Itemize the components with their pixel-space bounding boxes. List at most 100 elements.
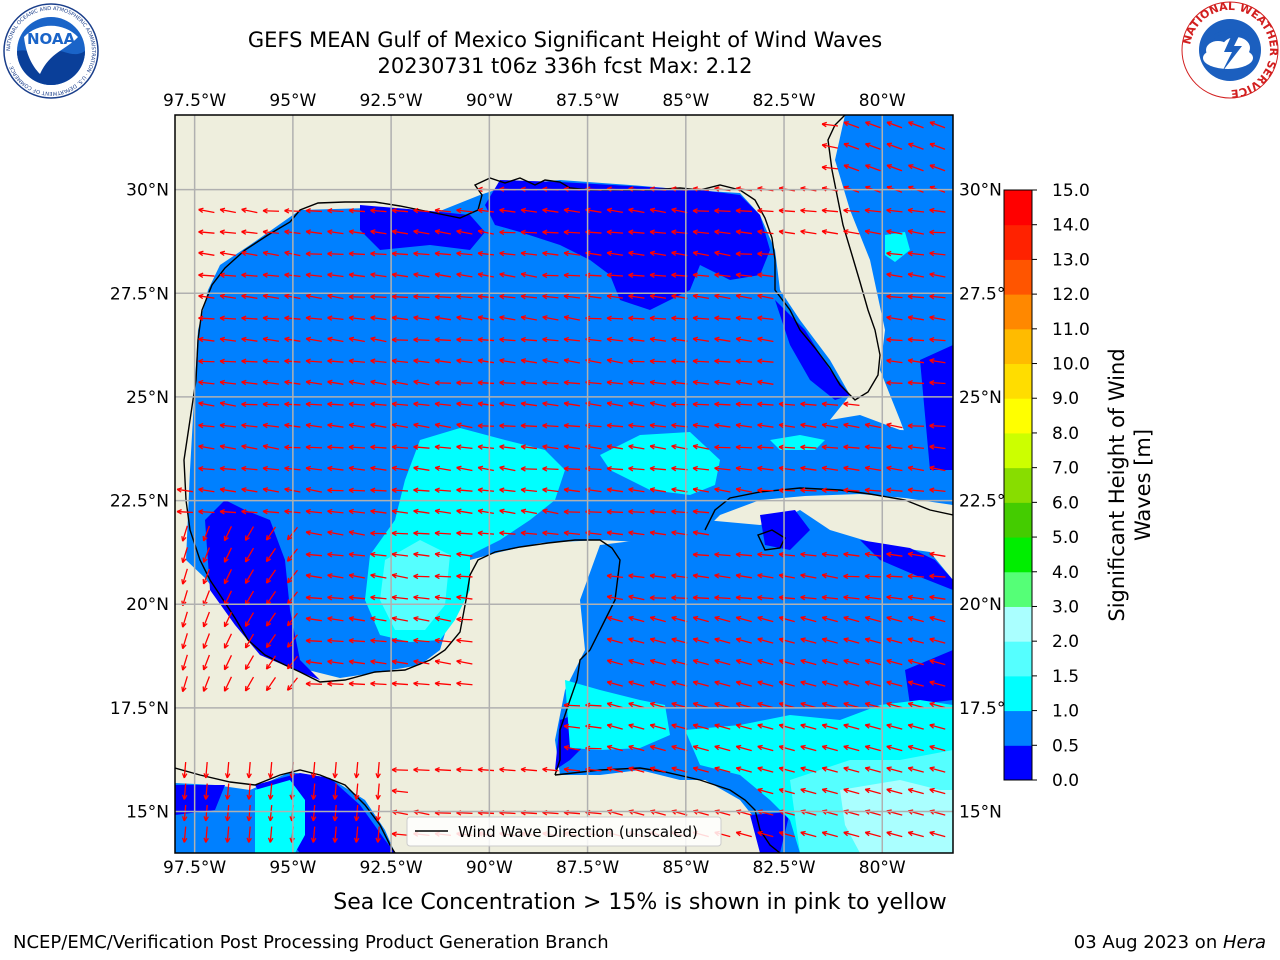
wave-direction-arrow [202, 633, 211, 649]
wave-direction-arrow [391, 229, 408, 235]
wave-direction-arrow [391, 272, 409, 278]
wave-direction-arrow [181, 611, 188, 628]
wave-direction-arrow [929, 465, 946, 472]
wave-direction-arrow [219, 379, 237, 386]
wave-direction-arrow [692, 379, 710, 386]
wave-direction-arrow [542, 466, 559, 472]
wave-direction-arrow [305, 208, 323, 214]
wave-direction-arrow [198, 401, 215, 407]
wave-direction-arrow [929, 164, 946, 172]
wave-direction-arrow [413, 337, 430, 343]
wave-direction-arrow [907, 637, 924, 644]
wave-direction-arrow [391, 616, 408, 622]
wave-direction-arrow [348, 637, 366, 644]
wave-direction-arrow [907, 615, 924, 623]
wave-direction-arrow [434, 767, 452, 773]
wave-direction-arrow [886, 229, 903, 235]
wave-direction-arrow [671, 508, 688, 515]
wave-direction-arrow [370, 422, 387, 429]
wave-direction-arrow [606, 315, 624, 322]
wave-direction-arrow [348, 444, 366, 451]
wave-direction-arrow [520, 530, 538, 536]
wave-direction-arrow [692, 293, 709, 300]
wave-direction-arrow [929, 615, 946, 623]
wave-direction-arrow [370, 573, 387, 579]
wave-direction-arrow [714, 615, 731, 623]
wave-direction-arrow [202, 654, 211, 671]
wave-direction-arrow [821, 401, 839, 407]
colorbar-segment [1004, 571, 1032, 607]
wave-direction-arrow [843, 680, 860, 687]
wave-direction-arrow [262, 358, 280, 365]
wave-direction-arrow [757, 551, 774, 558]
wave-direction-arrow [241, 465, 258, 472]
wave-direction-arrow [434, 530, 452, 537]
wave-direction-arrow [757, 787, 774, 795]
wave-direction-arrow [219, 272, 237, 278]
wave-direction-arrow [370, 594, 387, 601]
wave-direction-arrow [348, 508, 366, 515]
wave-direction-arrow [757, 637, 774, 644]
wave-direction-arrow [778, 229, 796, 235]
wave-direction-arrow [198, 487, 215, 493]
wave-direction-arrow [757, 594, 774, 601]
wave-direction-arrow [800, 551, 817, 558]
wave-direction-arrow [692, 615, 709, 623]
wave-direction-arrow [434, 337, 452, 343]
wave-direction-arrow [929, 487, 946, 493]
wave-direction-arrow [606, 401, 623, 407]
y-tick-label: 22.5°N [959, 492, 1018, 512]
wave-direction-arrow [735, 465, 753, 472]
wave-direction-arrow [606, 207, 623, 214]
wave-direction-arrow [907, 701, 924, 709]
wave-direction-arrow [181, 633, 188, 650]
wave-direction-arrow [456, 315, 473, 321]
wave-direction-arrow [413, 401, 430, 407]
wave-direction-arrow [370, 659, 387, 665]
wave-direction-arrow [692, 401, 710, 408]
wave-direction-arrow [348, 207, 366, 214]
wave-direction-arrow [563, 466, 581, 472]
wave-direction-arrow [434, 229, 451, 235]
wave-direction-arrow [886, 315, 903, 321]
wave-direction-arrow [907, 787, 924, 795]
wave-direction-arrow [563, 315, 580, 321]
wave-direction-arrow [456, 530, 473, 536]
wave-direction-arrow [649, 315, 667, 322]
wave-direction-arrow [542, 530, 559, 536]
wave-direction-arrow [757, 465, 774, 472]
wave-direction-arrow [628, 637, 645, 644]
wave-direction-arrow [267, 804, 274, 822]
wave-direction-arrow [606, 723, 623, 730]
wave-direction-arrow [886, 637, 903, 644]
colorbar-segment [1004, 398, 1032, 434]
wave-direction-arrow [929, 766, 946, 773]
wave-direction-arrow [477, 530, 495, 536]
wave-direction-arrow [267, 826, 274, 843]
wave-direction-arrow [327, 251, 344, 257]
wave-direction-arrow [671, 336, 688, 343]
wave-direction-arrow [520, 250, 538, 257]
wave-direction-arrow [886, 573, 903, 580]
wave-direction-arrow [886, 701, 903, 709]
wave-direction-arrow [224, 826, 231, 843]
wave-direction-arrow [800, 401, 817, 407]
wave-direction-arrow [370, 530, 387, 537]
wave-direction-arrow [310, 761, 317, 779]
wave-direction-arrow [181, 783, 188, 800]
wave-direction-arrow [671, 680, 688, 687]
wave-direction-arrow [563, 723, 581, 730]
wave-direction-arrow [241, 487, 258, 493]
wave-direction-arrow [692, 465, 710, 472]
wave-direction-arrow [886, 444, 903, 450]
y-tick-labels-left: 30°N 27.5°N 25°N 22.5°N 20°N 17.5°N 15°N [110, 181, 169, 823]
wave-direction-arrow [735, 551, 753, 558]
colorbar-segment [1004, 641, 1032, 677]
wave-direction-arrow [542, 401, 559, 407]
wave-direction-arrow [864, 701, 881, 709]
wave-direction-arrow [265, 569, 277, 584]
wave-direction-arrow [434, 293, 452, 300]
wave-direction-arrow [563, 272, 581, 279]
wave-direction-arrow [327, 229, 344, 235]
